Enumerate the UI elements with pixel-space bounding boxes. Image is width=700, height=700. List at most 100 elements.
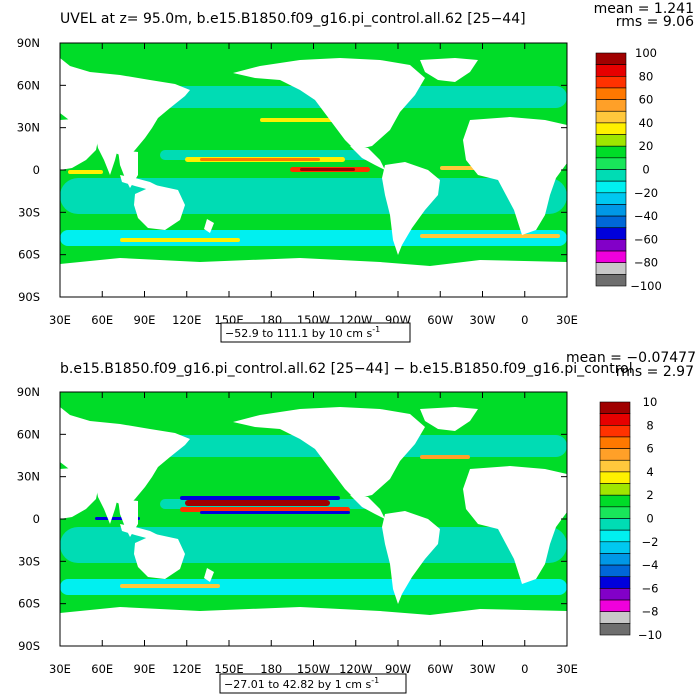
panel-top: UVEL at z= 95.0m, b.e15.B1850.f09_g16.pi… xyxy=(17,1,694,343)
colorbar-swatch xyxy=(595,227,627,240)
land-south-america xyxy=(382,511,440,604)
colorbar-swatch xyxy=(599,448,631,461)
colorbar-swatch xyxy=(599,611,631,624)
colorbar-swatch xyxy=(595,192,627,205)
colorbar-swatch xyxy=(595,215,627,229)
range-box: −27.01 to 42.82 by 1 cm s-1 xyxy=(219,673,407,694)
colorbar-swatch xyxy=(595,87,627,100)
plot-title: b.e15.B1850.f09_g16.pi_control.all.62 [2… xyxy=(60,361,633,377)
x-tick-label: 30E xyxy=(556,662,578,676)
colorbar-tick-label: −2 xyxy=(642,535,659,549)
colorbar-swatch xyxy=(595,76,627,89)
x-tick-label: 90E xyxy=(134,313,156,327)
x-tick-label: 90E xyxy=(134,662,156,676)
x-tick-label: 0 xyxy=(521,662,528,676)
colorbar-swatch xyxy=(595,99,627,112)
colorbar-tick-label: −40 xyxy=(634,209,658,223)
x-tick-label: 30W xyxy=(469,662,495,676)
colorbar-swatch xyxy=(595,204,627,217)
colorbar-swatch xyxy=(595,274,627,287)
colorbar-swatch xyxy=(599,576,631,589)
range-box: −52.9 to 111.1 by 10 cm s-1 xyxy=(220,322,411,343)
mean-label: mean = 1.241 xyxy=(594,1,694,17)
y-tick-label: 90S xyxy=(18,290,40,304)
colorbar-tick-label: −10 xyxy=(638,628,662,642)
colorbar-swatch xyxy=(599,623,631,636)
westward-band xyxy=(60,527,567,563)
colorbar-swatch xyxy=(599,553,631,566)
y-tick-label: 60S xyxy=(18,597,40,611)
x-tick-label: 60E xyxy=(91,662,113,676)
colorbar-tick-label: −4 xyxy=(642,558,659,572)
land-africa xyxy=(463,466,567,584)
y-tick-label: 30S xyxy=(18,554,40,568)
land-australia xyxy=(134,534,185,579)
colorbar-tick-label: −6 xyxy=(642,581,659,595)
colorbar-swatch xyxy=(599,599,631,612)
land-india xyxy=(96,138,120,175)
colorbar-swatch xyxy=(599,541,631,554)
range-label: −27.01 to 42.82 by 1 cm s-1 xyxy=(224,676,379,691)
colorbar-tick-label: 10 xyxy=(643,395,658,409)
equatorial-anomaly xyxy=(200,511,350,514)
equatorial-jet xyxy=(68,170,103,174)
x-tick-label: 30E xyxy=(556,313,578,327)
colorbar-tick-label: 40 xyxy=(639,116,654,130)
westward-band xyxy=(60,178,567,214)
land-indonesia xyxy=(120,524,160,539)
x-tick-label: 30E xyxy=(49,313,71,327)
circumpolar-jet xyxy=(420,234,560,238)
colorbar-tick-label: −20 xyxy=(634,186,658,200)
colorbar-tick-label: 8 xyxy=(646,418,653,432)
axes: 30E 60E 90E 120E 150E 180 150W 120W 90W 60W 30W 0 30… xyxy=(17,385,578,676)
colorbar-swatch xyxy=(595,52,627,65)
land-north-america xyxy=(233,407,425,499)
colorbar-swatch xyxy=(599,494,631,508)
land-central-america xyxy=(350,146,385,170)
colorbar-swatch xyxy=(599,413,631,426)
colorbar-swatch xyxy=(599,529,631,543)
range-box-frame xyxy=(220,322,411,343)
land-africa-west-edge xyxy=(60,118,100,170)
x-tick-label: 150W xyxy=(297,662,330,676)
colorbar-swatch xyxy=(599,401,631,414)
colorbar-tick-label: 100 xyxy=(635,46,657,60)
land-australia xyxy=(134,185,185,230)
land-greenland xyxy=(420,58,478,82)
colorbar-tick-label: 0 xyxy=(642,163,649,177)
circumpolar-anomaly xyxy=(120,584,220,588)
colorbar-swatch xyxy=(599,518,631,531)
colorbar-swatch xyxy=(599,459,631,473)
x-tick-label: 60W xyxy=(427,662,453,676)
x-tick-label: 150E xyxy=(214,662,243,676)
range-label: −52.9 to 111.1 by 10 cm s-1 xyxy=(225,325,380,340)
colorbar-tick-label: −8 xyxy=(642,605,659,619)
colorbar-swatch xyxy=(595,145,627,159)
kuroshio-jet xyxy=(260,118,350,122)
y-tick-label: 30N xyxy=(17,121,40,135)
colorbar-swatch xyxy=(595,134,627,147)
y-tick-label: 90N xyxy=(17,385,40,399)
y-tick-label: 0 xyxy=(33,163,40,177)
x-tick-label: 180 xyxy=(260,662,282,676)
y-tick-label: 30S xyxy=(18,205,40,219)
land-india xyxy=(96,487,120,524)
y-tick-label: 60N xyxy=(17,78,40,92)
colorbar-swatch xyxy=(595,262,627,275)
colorbar: 100 80 60 40 20 0 −20 −40 −60 −80 −100 xyxy=(595,46,662,293)
land-new-zealand xyxy=(204,568,214,582)
colorbar-swatch xyxy=(595,157,627,170)
colorbar-swatch xyxy=(595,110,627,124)
equatorial-anomaly xyxy=(180,507,350,512)
colorbar-tick-label: 20 xyxy=(639,139,654,153)
land-central-america xyxy=(350,495,385,519)
y-tick-label: 90N xyxy=(17,36,40,50)
map-field xyxy=(60,43,567,297)
x-tick-label: 0 xyxy=(521,313,528,327)
y-tick-label: 60S xyxy=(18,248,40,262)
x-tick-label: 60E xyxy=(91,313,113,327)
x-tick-label: 30W xyxy=(469,313,495,327)
range-box-frame xyxy=(219,673,407,694)
colorbar-tick-label: −100 xyxy=(630,279,662,293)
